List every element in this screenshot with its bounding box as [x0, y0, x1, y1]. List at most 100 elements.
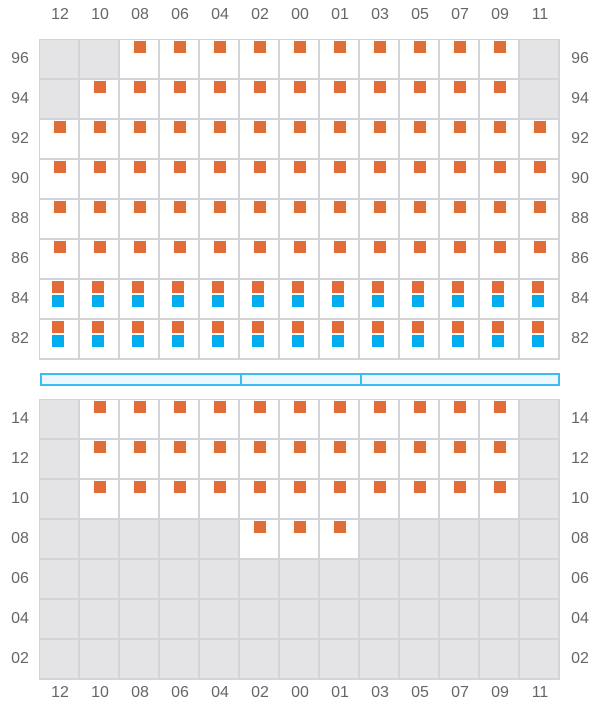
- seat[interactable]: [120, 40, 158, 78]
- seat[interactable]: [320, 40, 358, 78]
- seat[interactable]: [360, 240, 398, 278]
- seat[interactable]: [160, 320, 198, 358]
- seat[interactable]: [240, 400, 278, 438]
- seat[interactable]: [360, 80, 398, 118]
- seat[interactable]: [480, 120, 518, 158]
- seat[interactable]: [40, 160, 78, 198]
- seat[interactable]: [360, 400, 398, 438]
- seat[interactable]: [160, 200, 198, 238]
- unavailable-seat[interactable]: [120, 640, 158, 678]
- seat[interactable]: [80, 80, 118, 118]
- seat[interactable]: [520, 160, 558, 198]
- seat[interactable]: [320, 480, 358, 518]
- unavailable-seat[interactable]: [200, 640, 238, 678]
- unavailable-seat[interactable]: [40, 40, 78, 78]
- unavailable-seat[interactable]: [40, 440, 78, 478]
- seat[interactable]: [320, 120, 358, 158]
- unavailable-seat[interactable]: [400, 600, 438, 638]
- seat[interactable]: [280, 520, 318, 558]
- unavailable-seat[interactable]: [280, 640, 318, 678]
- seat[interactable]: [320, 520, 358, 558]
- seat[interactable]: [120, 440, 158, 478]
- seat[interactable]: [520, 280, 558, 318]
- seat[interactable]: [480, 40, 518, 78]
- seat[interactable]: [120, 200, 158, 238]
- unavailable-seat[interactable]: [240, 600, 278, 638]
- seat[interactable]: [160, 160, 198, 198]
- seat[interactable]: [280, 160, 318, 198]
- unavailable-seat[interactable]: [520, 400, 558, 438]
- unavailable-seat[interactable]: [240, 560, 278, 598]
- seat[interactable]: [480, 320, 518, 358]
- seat[interactable]: [280, 40, 318, 78]
- seat[interactable]: [360, 280, 398, 318]
- seat[interactable]: [240, 280, 278, 318]
- unavailable-seat[interactable]: [400, 560, 438, 598]
- seat[interactable]: [480, 480, 518, 518]
- unavailable-seat[interactable]: [200, 560, 238, 598]
- seat[interactable]: [320, 440, 358, 478]
- seat[interactable]: [280, 200, 318, 238]
- unavailable-seat[interactable]: [280, 560, 318, 598]
- seat[interactable]: [440, 480, 478, 518]
- seat[interactable]: [40, 280, 78, 318]
- seat[interactable]: [80, 440, 118, 478]
- seat[interactable]: [240, 160, 278, 198]
- unavailable-seat[interactable]: [520, 640, 558, 678]
- seat[interactable]: [120, 280, 158, 318]
- unavailable-seat[interactable]: [160, 560, 198, 598]
- seat[interactable]: [80, 480, 118, 518]
- unavailable-seat[interactable]: [440, 640, 478, 678]
- unavailable-seat[interactable]: [240, 640, 278, 678]
- seat[interactable]: [320, 160, 358, 198]
- divider-segment[interactable]: [360, 373, 560, 386]
- seat[interactable]: [480, 280, 518, 318]
- seat[interactable]: [200, 320, 238, 358]
- seat[interactable]: [200, 240, 238, 278]
- seat[interactable]: [480, 240, 518, 278]
- unavailable-seat[interactable]: [440, 520, 478, 558]
- seat[interactable]: [520, 240, 558, 278]
- seat[interactable]: [360, 480, 398, 518]
- unavailable-seat[interactable]: [160, 600, 198, 638]
- divider-segment[interactable]: [40, 373, 242, 386]
- unavailable-seat[interactable]: [320, 560, 358, 598]
- seat[interactable]: [200, 440, 238, 478]
- seat[interactable]: [280, 240, 318, 278]
- seat[interactable]: [360, 200, 398, 238]
- unavailable-seat[interactable]: [320, 600, 358, 638]
- seat[interactable]: [440, 120, 478, 158]
- seat[interactable]: [120, 160, 158, 198]
- seat[interactable]: [400, 80, 438, 118]
- seat[interactable]: [240, 40, 278, 78]
- seat[interactable]: [240, 480, 278, 518]
- unavailable-seat[interactable]: [160, 520, 198, 558]
- seat[interactable]: [80, 240, 118, 278]
- seat[interactable]: [280, 120, 318, 158]
- unavailable-seat[interactable]: [440, 600, 478, 638]
- unavailable-seat[interactable]: [200, 600, 238, 638]
- unavailable-seat[interactable]: [80, 560, 118, 598]
- seat[interactable]: [400, 480, 438, 518]
- seat[interactable]: [120, 120, 158, 158]
- seat[interactable]: [80, 200, 118, 238]
- seat[interactable]: [320, 80, 358, 118]
- seat[interactable]: [320, 240, 358, 278]
- seat[interactable]: [360, 40, 398, 78]
- seat[interactable]: [160, 400, 198, 438]
- seat[interactable]: [160, 280, 198, 318]
- seat[interactable]: [160, 440, 198, 478]
- unavailable-seat[interactable]: [80, 640, 118, 678]
- seat[interactable]: [240, 240, 278, 278]
- seat[interactable]: [480, 400, 518, 438]
- unavailable-seat[interactable]: [520, 520, 558, 558]
- seat[interactable]: [440, 400, 478, 438]
- seat[interactable]: [520, 200, 558, 238]
- unavailable-seat[interactable]: [40, 560, 78, 598]
- unavailable-seat[interactable]: [360, 600, 398, 638]
- unavailable-seat[interactable]: [120, 560, 158, 598]
- unavailable-seat[interactable]: [520, 560, 558, 598]
- seat[interactable]: [440, 80, 478, 118]
- seat[interactable]: [160, 480, 198, 518]
- unavailable-seat[interactable]: [120, 520, 158, 558]
